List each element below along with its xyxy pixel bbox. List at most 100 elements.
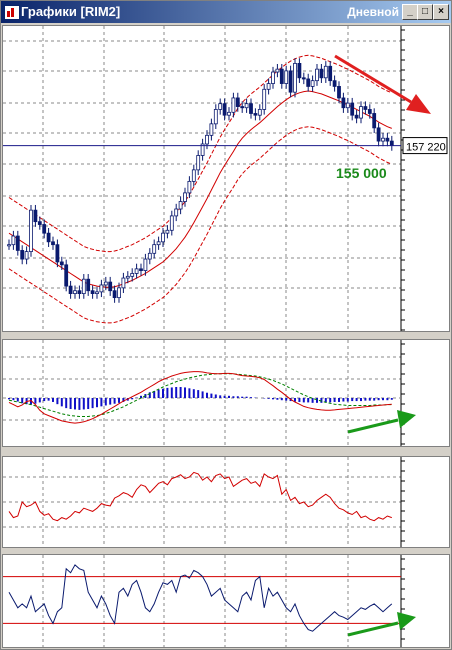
candle-body	[257, 109, 262, 116]
candle-body	[288, 70, 293, 93]
candle-body	[266, 83, 271, 90]
candle-body	[90, 290, 95, 294]
maximize-button[interactable]: □	[417, 4, 433, 20]
candle-body	[337, 86, 341, 99]
candle-body	[271, 71, 275, 84]
candle-body	[7, 244, 11, 247]
candle-body	[315, 68, 319, 82]
candle-body	[130, 273, 135, 277]
macd-pane[interactable]	[2, 339, 450, 447]
candle-body	[86, 278, 91, 292]
middle-band	[8, 90, 392, 288]
candle-body	[235, 97, 240, 107]
candle-body	[112, 290, 117, 299]
candle-body	[169, 215, 174, 231]
candle-body	[125, 275, 130, 279]
candle-body	[279, 68, 284, 84]
candle-body	[59, 261, 64, 266]
candle-body	[231, 97, 236, 113]
candle-body	[209, 123, 214, 136]
stochastic-line	[8, 564, 393, 632]
candle-body	[293, 63, 297, 93]
candle-body	[174, 208, 179, 217]
candle-body	[178, 201, 183, 210]
candle-body	[332, 80, 337, 87]
candle-body	[213, 109, 218, 125]
candle-body	[81, 278, 86, 294]
candle-body	[328, 65, 333, 82]
current-price-box	[402, 137, 448, 155]
candle-body	[68, 285, 73, 294]
macd-line	[8, 371, 392, 424]
candle-body	[191, 169, 196, 182]
trend-arrow-red	[334, 54, 412, 104]
candle-body	[117, 287, 121, 299]
candle-body	[51, 241, 55, 246]
candle-body	[99, 284, 104, 293]
candle-body	[29, 209, 33, 252]
close-button[interactable]: ×	[433, 4, 449, 20]
candle-body	[367, 109, 372, 114]
candle-body	[350, 102, 355, 116]
timeframe-label[interactable]: Дневной	[347, 5, 399, 19]
price-chart-pane[interactable]: 157 220 155 000	[2, 25, 450, 332]
candle-body	[15, 235, 20, 251]
candle-body	[227, 111, 231, 116]
candle-body	[152, 244, 157, 254]
candle-body	[134, 268, 139, 274]
macd-chart	[3, 340, 416, 446]
candle-body	[275, 68, 280, 73]
candle-body	[284, 70, 289, 84]
oscillator-pane[interactable]	[2, 456, 450, 548]
price-annotation: 155 000	[336, 165, 387, 181]
stochastic-pane[interactable]	[2, 554, 450, 648]
candle-body	[244, 103, 249, 109]
candle-body	[385, 137, 390, 142]
candle-body	[389, 140, 394, 146]
price-chart: 157 220 155 000	[3, 26, 448, 331]
stochastic-chart	[3, 555, 416, 647]
trend-arrow-red-head	[406, 94, 431, 114]
candle-body	[200, 143, 205, 156]
candle-body	[381, 137, 385, 142]
chart-window-icon	[4, 5, 20, 20]
candle-body	[46, 232, 51, 243]
candle-body	[240, 106, 245, 109]
candle-body	[11, 235, 16, 246]
candle-body	[310, 80, 315, 87]
candle-body	[262, 88, 267, 110]
candle-body	[165, 229, 170, 234]
candle-body	[376, 127, 381, 142]
trend-arrow-green	[347, 621, 399, 637]
candle-body	[196, 155, 201, 171]
upper-band	[8, 54, 392, 253]
candle-body	[156, 241, 161, 246]
candle-body	[354, 114, 359, 119]
title-bar[interactable]: Графики [RIM2] Дневной _ □ ×	[1, 1, 451, 23]
candle-body	[205, 134, 209, 145]
minimize-button[interactable]: _	[402, 4, 418, 20]
candle-body	[341, 97, 346, 109]
candle-body	[103, 281, 108, 286]
candle-body	[345, 102, 350, 109]
trend-arrow-green-head	[397, 410, 416, 428]
candle-body	[139, 268, 143, 271]
candle-body	[323, 65, 328, 79]
candle-body	[55, 244, 60, 263]
candle-body	[64, 264, 69, 287]
candle-body	[33, 209, 38, 223]
candle-body	[372, 113, 377, 129]
candle-body	[306, 78, 311, 87]
candle-body	[121, 277, 126, 289]
candle-body	[319, 68, 324, 79]
trend-arrow-green	[347, 418, 399, 434]
oscillator-line	[8, 471, 392, 522]
candle-body	[147, 252, 152, 260]
candle-body	[73, 290, 77, 294]
window-title: Графики [RIM2]	[21, 4, 121, 19]
candle-body	[24, 251, 29, 260]
trend-arrow-green-head	[397, 612, 416, 630]
candle-body	[37, 221, 42, 225]
candle-body	[363, 106, 368, 110]
